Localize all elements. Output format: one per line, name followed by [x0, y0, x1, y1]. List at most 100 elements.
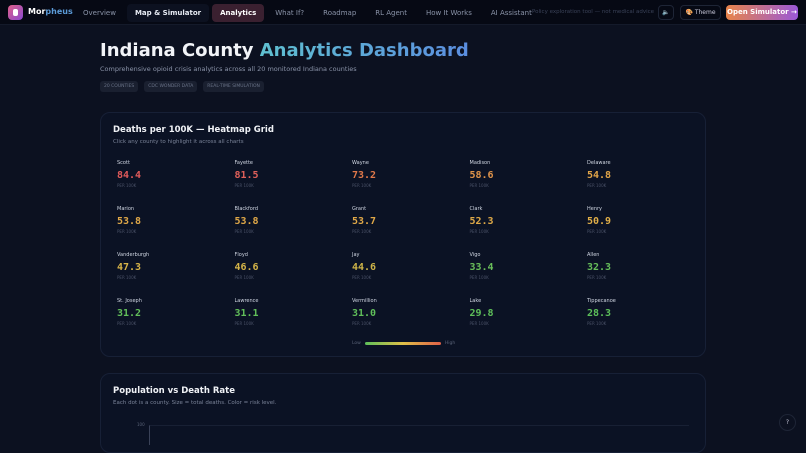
county-cell[interactable]: Clark 52.3 PER 100K [470, 206, 570, 234]
county-name: Vigo [469, 252, 481, 258]
county-name: Blackford [234, 206, 259, 212]
county-cell[interactable]: Henry 50.9 PER 100K [587, 206, 687, 234]
county-unit: PER 100K [587, 229, 607, 234]
county-value: 73.2 [352, 170, 377, 181]
county-value: 53.8 [234, 216, 259, 227]
county-name: Vanderburgh [117, 252, 150, 258]
logo-icon[interactable] [8, 5, 23, 20]
county-cell[interactable]: Vigo 33.4 PER 100K [470, 252, 570, 280]
county-name: Delaware [587, 160, 611, 166]
county-value: 32.3 [587, 262, 612, 273]
tab-ai-assistant[interactable]: AI Assistant [490, 9, 532, 17]
help-button[interactable]: ? [779, 414, 796, 431]
open-simulator-button[interactable]: Open Simulator → [726, 5, 798, 20]
county-cell[interactable]: Fayette 81.5 PER 100K [235, 160, 335, 188]
county-name: Marion [117, 206, 135, 212]
county-value: 53.8 [117, 216, 142, 227]
county-name: St. Joseph [117, 298, 142, 304]
sound-button[interactable]: 🔈 [658, 5, 674, 20]
tab-map-simulator[interactable]: Map & Simulator [126, 4, 210, 22]
tab-rl-agent[interactable]: RL Agent [375, 9, 407, 17]
tab-what-if-[interactable]: What If? [275, 9, 305, 17]
county-unit: PER 100K [234, 229, 254, 234]
county-value: 53.7 [352, 216, 377, 227]
county-name: Floyd [234, 252, 248, 258]
title-a: Indiana County [100, 40, 260, 61]
brand[interactable]: Morpheus [28, 7, 73, 16]
county-name: Grant [352, 206, 367, 212]
county-name: Allen [587, 252, 600, 258]
county-unit: PER 100K [469, 229, 489, 234]
county-cell[interactable]: Marion 53.8 PER 100K [117, 206, 217, 234]
county-cell[interactable]: Madison 58.6 PER 100K [470, 160, 570, 188]
county-unit: PER 100K [234, 275, 254, 280]
disclaimer: Policy exploration tool — not medical ad… [532, 9, 655, 15]
county-cell[interactable]: Delaware 54.8 PER 100K [587, 160, 687, 188]
county-cell[interactable]: Blackford 53.8 PER 100K [235, 206, 335, 234]
county-unit: PER 100K [352, 321, 372, 326]
pills: 20 COUNTIES CDC WONDER DATA REAL-TIME SI… [100, 81, 270, 92]
county-name: Jay [352, 252, 360, 258]
tab-roadmap[interactable]: Roadmap [323, 9, 357, 17]
county-cell[interactable]: Grant 53.7 PER 100K [352, 206, 452, 234]
county-name: Lawrence [234, 298, 259, 304]
y-tick: 100 [137, 422, 145, 427]
county-unit: PER 100K [117, 321, 137, 326]
county-unit: PER 100K [469, 275, 489, 280]
county-unit: PER 100K [117, 229, 137, 234]
county-value: 29.8 [469, 308, 494, 319]
county-unit: PER 100K [352, 275, 372, 280]
county-value: 28.3 [587, 308, 612, 319]
county-value: 44.6 [352, 262, 377, 273]
county-cell[interactable]: Jay 44.6 PER 100K [352, 252, 452, 280]
county-cell[interactable]: Vanderburgh 47.3 PER 100K [117, 252, 217, 280]
county-cell[interactable]: Lawrence 31.1 PER 100K [235, 298, 335, 326]
legend-high: High [444, 341, 456, 346]
county-value: 31.2 [117, 308, 142, 319]
county-name: Clark [469, 206, 483, 212]
nav-tabs: Overview Map & Simulator Analytics What If?… [75, 4, 543, 22]
county-cell[interactable]: Scott 84.4 PER 100K [117, 160, 217, 188]
page-subtitle: Comprehensive opioid crisis analytics ac… [100, 65, 357, 73]
county-cell[interactable]: Floyd 46.6 PER 100K [235, 252, 335, 280]
county-cell[interactable]: Wayne 73.2 PER 100K [352, 160, 452, 188]
heatmap-card: Deaths per 100K — Heatmap Grid Click any… [100, 112, 706, 357]
county-cell[interactable]: Vermillion 31.0 PER 100K [352, 298, 452, 326]
county-value: 84.4 [117, 170, 142, 181]
county-value: 54.8 [587, 170, 612, 181]
county-name: Vermillion [352, 298, 377, 304]
scatter-axis [149, 425, 689, 445]
county-unit: PER 100K [587, 321, 607, 326]
page-title: Indiana County Analytics Dashboard [100, 40, 469, 61]
county-cell[interactable]: Lake 29.8 PER 100K [470, 298, 570, 326]
scatter-title: Population vs Death Rate [113, 386, 235, 396]
tab-how-it-works[interactable]: How It Works [425, 9, 472, 17]
county-cell[interactable]: Tippecanoe 28.3 PER 100K [587, 298, 687, 326]
county-value: 52.3 [469, 216, 494, 227]
heatmap-title: Deaths per 100K — Heatmap Grid [113, 125, 274, 135]
theme-button[interactable]: 🎨 Theme [680, 5, 721, 20]
brand-a: Mor [28, 7, 46, 16]
county-unit: PER 100K [234, 183, 254, 188]
tab-analytics[interactable]: Analytics [212, 4, 265, 22]
county-value: 46.6 [234, 262, 259, 273]
county-name: Henry [587, 206, 603, 212]
top-nav: Morpheus Overview Map & Simulator Analytic… [0, 0, 806, 25]
heatmap-legend: Low High [352, 341, 455, 346]
county-unit: PER 100K [234, 321, 254, 326]
county-unit: PER 100K [469, 183, 489, 188]
county-unit: PER 100K [117, 183, 137, 188]
speaker-icon: 🔈 [662, 9, 670, 16]
legend-low: Low [352, 341, 361, 346]
palette-icon: 🎨 [685, 9, 693, 16]
county-cell[interactable]: St. Joseph 31.2 PER 100K [117, 298, 217, 326]
county-cell[interactable]: Allen 32.3 PER 100K [587, 252, 687, 280]
county-name: Lake [469, 298, 482, 304]
tab-overview[interactable]: Overview [83, 9, 116, 17]
brand-b: pheus [45, 7, 73, 16]
heatmap-subtitle: Click any county to highlight it across … [113, 139, 244, 145]
county-value: 33.4 [469, 262, 494, 273]
pill: CDC WONDER DATA [144, 81, 198, 92]
county-unit: PER 100K [352, 183, 372, 188]
legend-gradient [364, 342, 441, 345]
